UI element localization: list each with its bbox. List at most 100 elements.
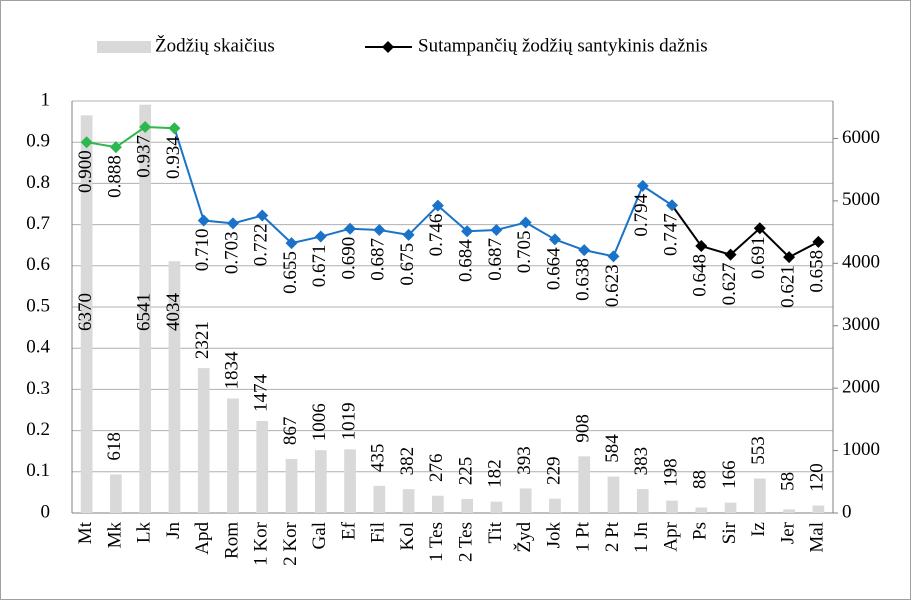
- bar-value-label: 225: [455, 457, 476, 486]
- line-value-label: 0.900: [75, 150, 96, 193]
- bar: [110, 474, 122, 513]
- x-tick-label: 2 Pt: [602, 521, 623, 552]
- y2-tick-label: 1000: [842, 439, 880, 460]
- line-marker: [607, 250, 620, 263]
- bar-value-label: 182: [485, 459, 506, 488]
- line-marker: [168, 122, 181, 135]
- bar: [578, 456, 591, 513]
- x-tick-label: 2 Tes: [455, 522, 476, 562]
- bar-value-label: 58: [777, 472, 798, 491]
- x-tick-label: Gal: [309, 522, 330, 549]
- bar-value-label: 276: [426, 454, 447, 483]
- bar: [636, 489, 649, 513]
- line-segment: [261, 214, 293, 244]
- line-value-label: 0.691: [748, 236, 769, 279]
- line-marker: [256, 209, 269, 222]
- line-segment: [115, 126, 146, 148]
- line-marker: [139, 120, 152, 133]
- x-tick-label: 2 Kor: [280, 521, 301, 565]
- line-value-label: 0.621: [777, 265, 798, 308]
- bar-value-label: 1474: [251, 373, 272, 412]
- y2-tick-label: 3000: [842, 314, 880, 335]
- x-tick-label: 1 Tes: [426, 522, 447, 562]
- bar-value-label: 867: [280, 417, 301, 446]
- line-value-label: 0.747: [660, 213, 681, 256]
- y2-tick-label: 5000: [842, 189, 880, 210]
- bar: [519, 488, 532, 513]
- bar: [549, 498, 561, 513]
- line-marker: [636, 179, 649, 192]
- line-segment: [759, 227, 790, 258]
- bar-value-label: 6370: [75, 293, 96, 331]
- x-tick-label: Žyd: [513, 522, 535, 553]
- bar: [666, 500, 678, 513]
- bar: [461, 498, 473, 513]
- y-tick-label: 0.7: [26, 213, 50, 234]
- line-marker: [197, 214, 210, 227]
- line-marker: [461, 225, 474, 238]
- bar-value-label: 908: [573, 414, 594, 443]
- line-value-label: 0.937: [134, 135, 155, 178]
- line-value-label: 0.684: [455, 239, 476, 282]
- line-value-label: 0.623: [602, 264, 623, 307]
- x-tick-label: 1 Jn: [631, 522, 652, 554]
- line-segment: [525, 221, 556, 241]
- line-segment: [612, 185, 644, 257]
- line-value-label: 0.710: [192, 228, 213, 271]
- line-segment: [437, 204, 468, 232]
- y2-tick-label: 0: [842, 501, 852, 522]
- line-marker: [344, 222, 357, 235]
- bar-value-label: 1006: [309, 403, 330, 441]
- y-tick-label: 0.8: [26, 172, 50, 193]
- line-marker: [80, 136, 93, 149]
- x-tick-label: Fil: [368, 522, 389, 543]
- line-value-label: 0.671: [309, 245, 330, 288]
- y-tick-label: 1: [41, 89, 51, 110]
- bar: [80, 115, 93, 513]
- x-tick-label: 1 Pt: [573, 521, 594, 552]
- bar: [227, 398, 239, 513]
- bar-value-label: 198: [660, 458, 681, 487]
- line-segment: [320, 227, 351, 238]
- bar: [812, 505, 825, 513]
- bar-value-label: 382: [397, 447, 418, 476]
- line-segment: [173, 127, 205, 221]
- x-tick-label: Kol: [397, 522, 418, 551]
- bar-value-label: 553: [748, 436, 769, 465]
- line-value-label: 0.648: [690, 254, 711, 297]
- bar: [344, 449, 356, 513]
- line-value-label: 0.627: [719, 263, 740, 306]
- bar: [285, 458, 298, 513]
- x-tick-label: Mk: [104, 522, 125, 549]
- line-value-label: 0.658: [807, 250, 828, 293]
- y-tick-label: 0: [41, 501, 51, 522]
- line-value-label: 0.675: [397, 243, 418, 286]
- line-value-label: 0.722: [251, 224, 272, 267]
- x-tick-label: Mal: [807, 522, 828, 553]
- line-value-label: 0.705: [514, 231, 535, 274]
- bar: [695, 507, 708, 513]
- bar: [753, 478, 766, 513]
- legend-label: Žodžių skaičius: [155, 34, 275, 56]
- line-marker: [812, 235, 825, 248]
- bar-value-label: 435: [368, 444, 389, 473]
- line-value-label: 0.638: [573, 258, 594, 301]
- bar-value-label: 4034: [163, 293, 184, 332]
- line-marker: [695, 240, 708, 253]
- x-tick-label: Lk: [134, 522, 155, 544]
- x-tick-label: Rom: [221, 522, 242, 559]
- bar-value-label: 229: [543, 456, 564, 485]
- bar-value-label: 120: [807, 463, 828, 492]
- bar: [256, 420, 269, 513]
- x-tick-label: Apd: [192, 522, 213, 555]
- line-marker: [431, 199, 444, 212]
- bar: [168, 261, 181, 513]
- y2-tick-label: 6000: [842, 127, 880, 148]
- bar-value-label: 618: [104, 432, 125, 461]
- line-marker: [548, 233, 561, 246]
- x-tick-label: Jer: [777, 521, 798, 544]
- legend-swatch: [97, 41, 151, 53]
- line-marker: [666, 199, 679, 212]
- line-value-label: 0.655: [280, 251, 301, 294]
